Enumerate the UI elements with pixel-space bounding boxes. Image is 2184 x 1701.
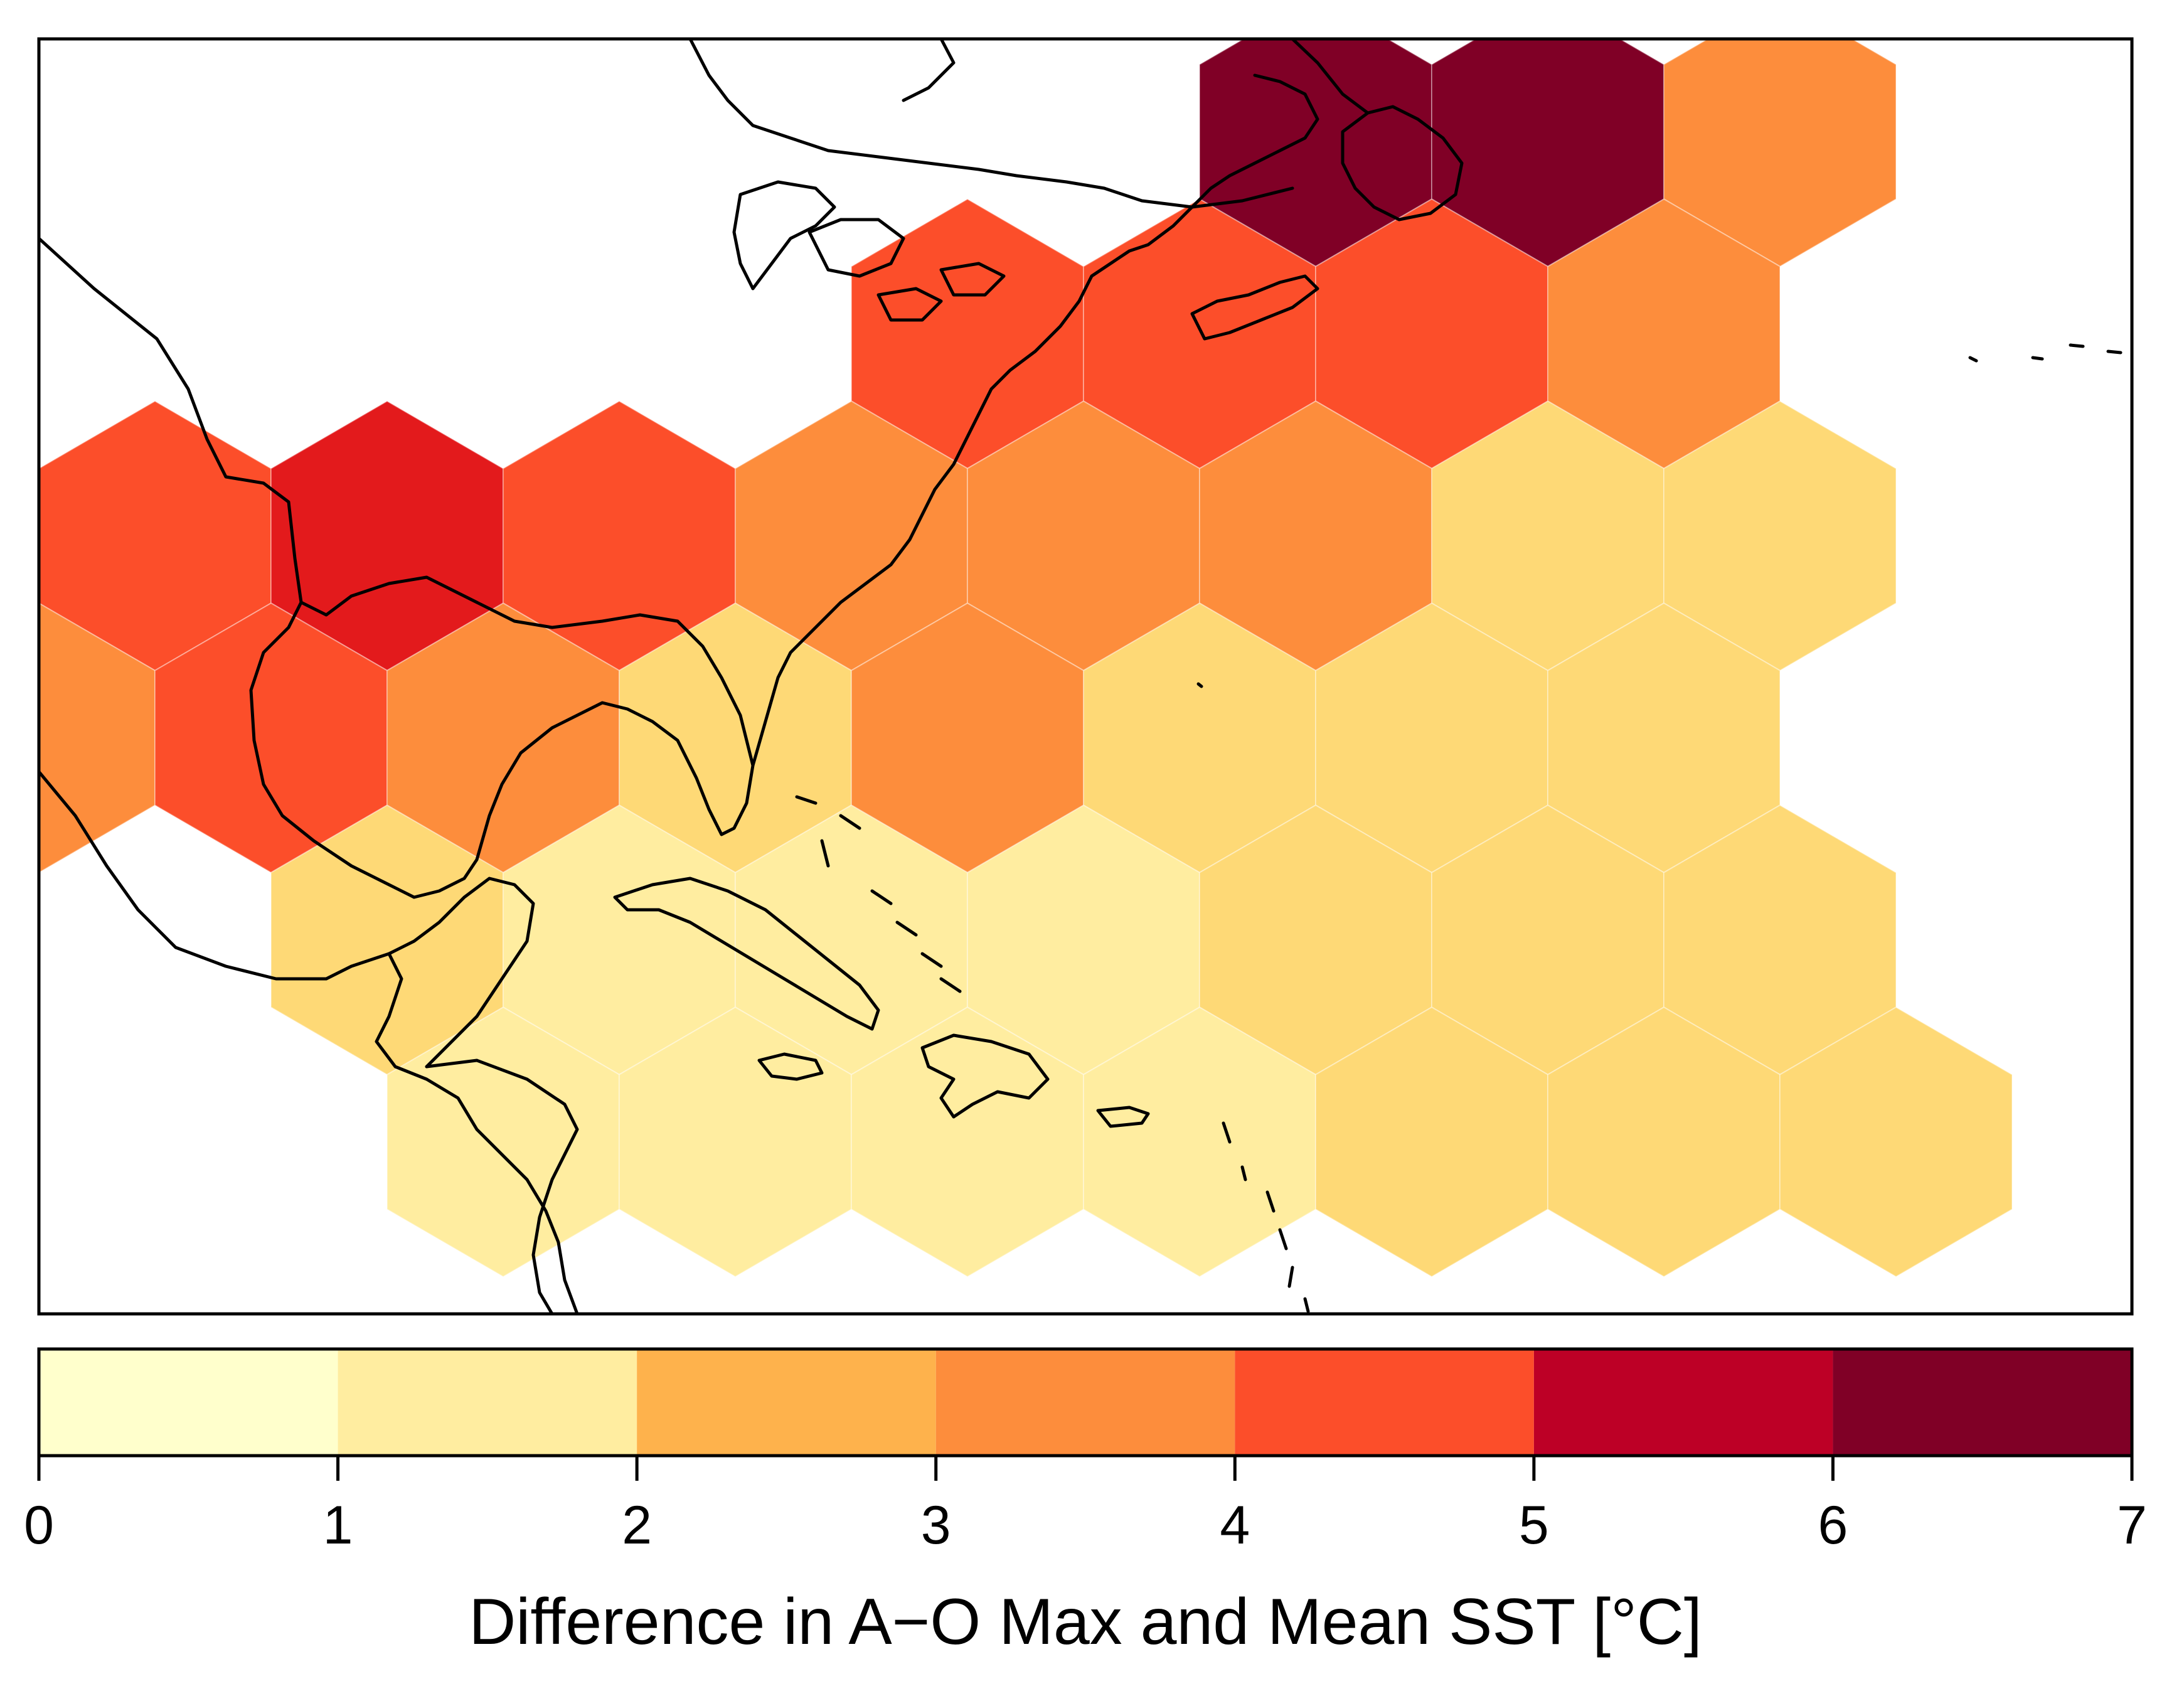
hex-cell <box>1547 198 1781 469</box>
hex-cell <box>1663 39 1897 267</box>
colorbar-ticks: 0 1 2 3 4 5 6 7 <box>24 1456 2147 1555</box>
labrador-coastline <box>902 39 1370 115</box>
colorbar-bin <box>1533 1349 1833 1456</box>
bermuda-island <box>1196 682 1203 688</box>
central-america-caribbean-coastline <box>425 1058 579 1314</box>
st-lawrence-coastline <box>688 39 1294 209</box>
colorbar-tick-label: 0 <box>24 1495 54 1555</box>
colorbar-tick-label: 1 <box>323 1495 353 1555</box>
hex-cell <box>1547 602 1781 873</box>
jamaica-outline <box>757 1052 824 1081</box>
mexico-central-america-coastline <box>39 770 579 1314</box>
hex-cell <box>1663 804 1897 1075</box>
newfoundland-outline <box>1341 105 1464 221</box>
colorbar-bin <box>637 1349 936 1456</box>
colorbar-tick-label: 3 <box>921 1495 951 1555</box>
cuba-outline <box>613 877 880 1031</box>
coastlines <box>39 39 2123 1314</box>
hexbin-layer <box>39 39 2013 1277</box>
colorbar-bin <box>1833 1349 2132 1456</box>
colorbar-bin <box>39 1349 338 1456</box>
lesser-antilles-outline <box>1222 1121 1310 1313</box>
colorbar-bin <box>935 1349 1235 1456</box>
colorbar-bin <box>1235 1349 1534 1456</box>
colorbar-label: Difference in A−O Max and Mean SST [°C] <box>469 1586 1702 1658</box>
colorbar-bins <box>39 1349 2132 1456</box>
yucatan-coastline <box>387 877 535 1069</box>
colorbar-bin <box>338 1349 637 1456</box>
hispaniola-outline <box>920 1033 1050 1119</box>
puerto-rico-outline <box>1096 1106 1150 1128</box>
colorbar-frame <box>37 1347 2134 1458</box>
colorbar-tick-label: 4 <box>1220 1495 1250 1555</box>
colorbar-tick-label: 7 <box>2117 1495 2147 1555</box>
great-lakes-outline <box>732 180 1006 322</box>
colorbar-tick-label: 6 <box>1818 1495 1848 1555</box>
bahamas-outline <box>795 795 962 993</box>
hex-cell <box>1663 400 1897 671</box>
map-frame <box>37 37 2134 1316</box>
colorbar-tick-label: 5 <box>1519 1495 1549 1555</box>
hex-cell <box>1779 1006 2013 1277</box>
colorbar: 0 1 2 3 4 5 6 7 Difference in A−O Max and Mean … <box>24 1347 2147 1658</box>
azores-islands <box>1968 343 2123 363</box>
colorbar-tick-label: 2 <box>622 1495 652 1555</box>
nova-scotia-outline <box>1190 274 1319 341</box>
us-atlantic-coastline <box>751 73 1319 767</box>
north-america-coastline <box>39 237 755 899</box>
